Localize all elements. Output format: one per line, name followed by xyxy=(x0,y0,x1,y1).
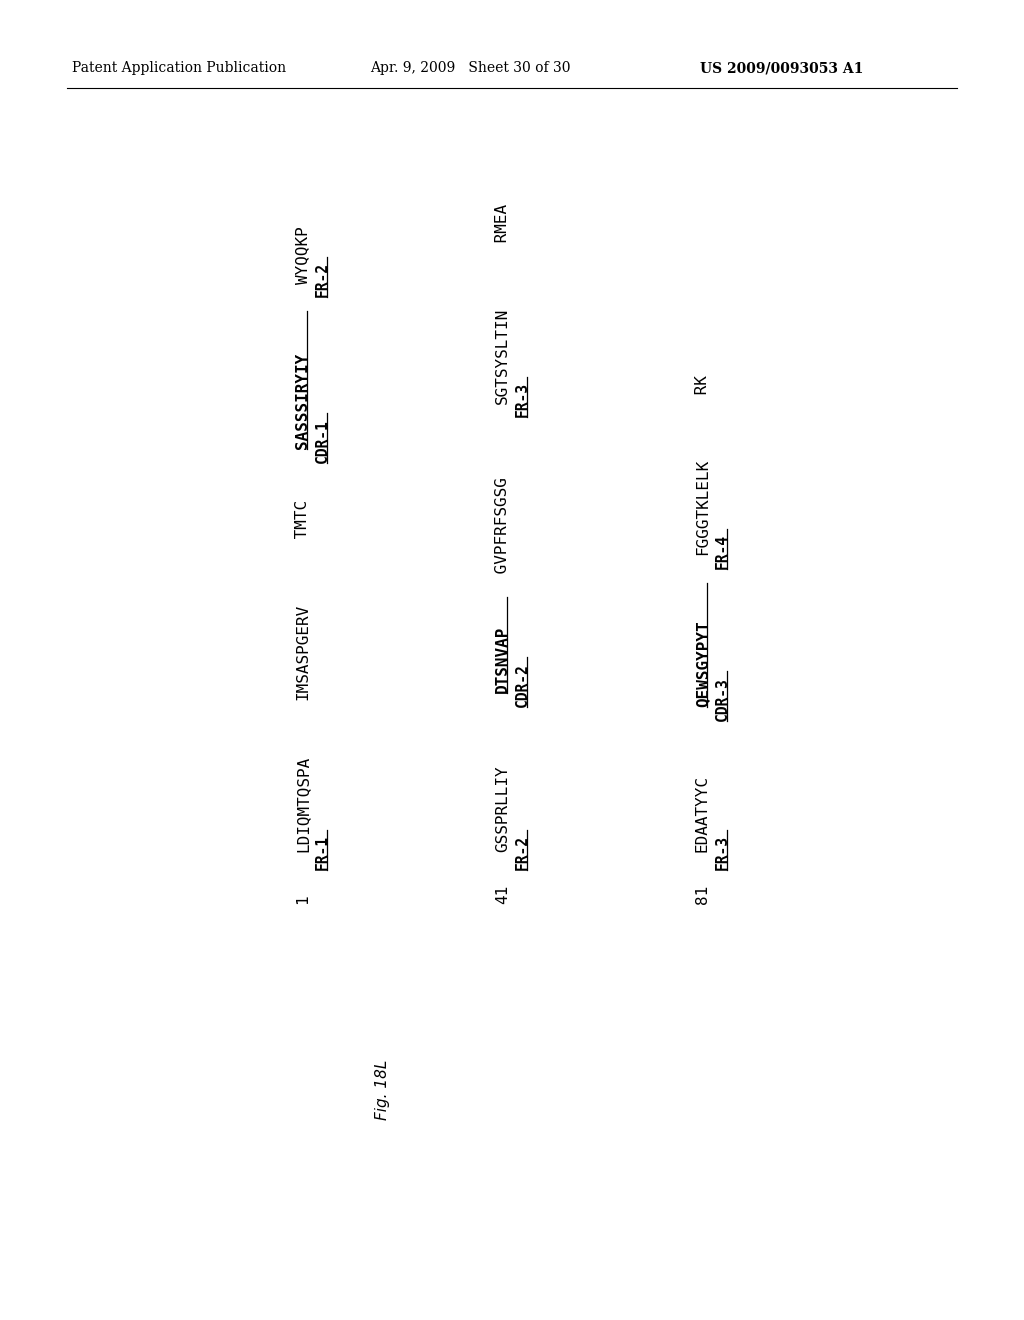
Text: Fig. 18L: Fig. 18L xyxy=(375,1060,390,1121)
Text: 81: 81 xyxy=(695,886,710,904)
Text: EDAATYYC: EDAATYYC xyxy=(695,775,710,853)
Text: Apr. 9, 2009   Sheet 30 of 30: Apr. 9, 2009 Sheet 30 of 30 xyxy=(370,61,570,75)
Text: QEWSGYPYT: QEWSGYPYT xyxy=(695,620,710,708)
Text: US 2009/0093053 A1: US 2009/0093053 A1 xyxy=(700,61,863,75)
Text: RK: RK xyxy=(695,375,710,404)
Text: FGGGTKLELK: FGGGTKLELK xyxy=(695,459,710,556)
Text: 1: 1 xyxy=(295,895,310,904)
Text: SGTSYSLTIN: SGTSYSLTIN xyxy=(495,308,510,404)
Text: FR-3: FR-3 xyxy=(515,383,530,417)
Text: CDR-3: CDR-3 xyxy=(715,677,730,721)
Text: FR-4: FR-4 xyxy=(715,535,730,569)
Text: IMSASPGERV: IMSASPGERV xyxy=(295,605,310,700)
Text: LDIQMTQSPA: LDIQMTQSPA xyxy=(295,756,310,853)
Text: DTSNVAP: DTSNVAP xyxy=(495,626,510,693)
Text: Patent Application Publication: Patent Application Publication xyxy=(72,61,286,75)
Text: TMTC: TMTC xyxy=(295,500,310,549)
Text: CDR-2: CDR-2 xyxy=(515,664,530,708)
Text: GVPFRFSGSG: GVPFRFSGSG xyxy=(495,477,510,583)
Text: CDR-1: CDR-1 xyxy=(315,420,330,463)
Text: GSSPRLLIY: GSSPRLLIY xyxy=(495,766,510,853)
Text: FR-3: FR-3 xyxy=(715,836,730,870)
Text: RMEA: RMEA xyxy=(495,203,510,252)
Text: WYQQKP: WYQQKP xyxy=(295,226,310,284)
Text: FR-2: FR-2 xyxy=(315,263,330,297)
Text: 41: 41 xyxy=(495,886,510,904)
Text: FR-2: FR-2 xyxy=(515,836,530,870)
Text: FR-1: FR-1 xyxy=(315,836,330,870)
Text: SASSSIRYIY: SASSSIRYIY xyxy=(295,352,310,449)
